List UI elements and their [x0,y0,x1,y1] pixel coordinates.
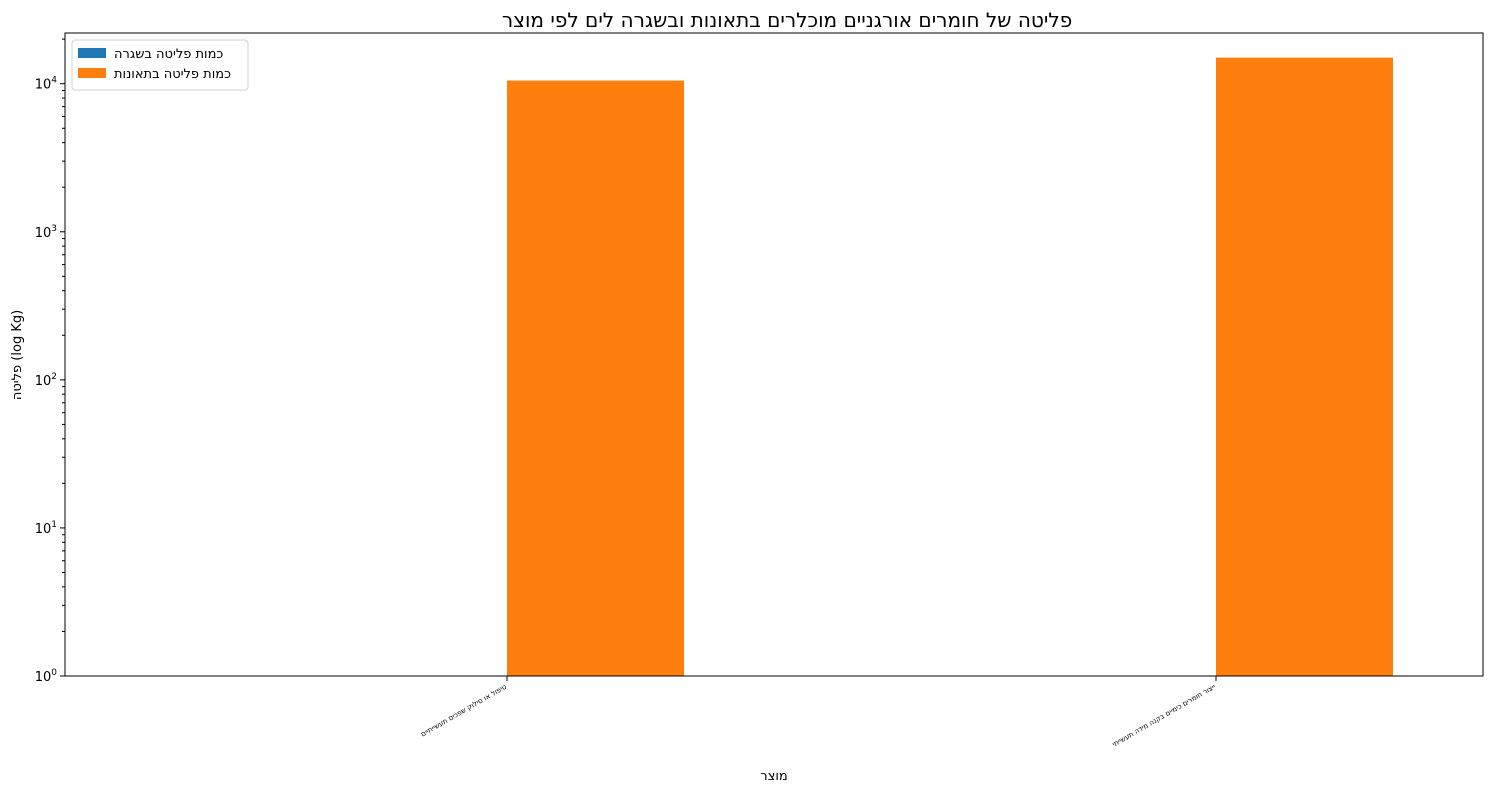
x-tick-label: טיפול או סילוק שפכים תעשייתיים [420,683,509,739]
legend: כמות פליטה בשגרה כמות פליטה בתאונות [71,39,249,91]
y-tick-label: 104 [35,76,58,93]
y-tick-exponent: 4 [51,76,57,86]
bar-accident-1 [1216,57,1393,676]
legend-swatch [78,68,106,78]
plot-frame [64,32,1484,677]
y-tick-base: 10 [35,226,52,241]
y-tick-label: 101 [35,520,57,537]
y-axis-label: פליטה (log Kg) [10,310,25,400]
y-tick-base: 10 [35,670,52,685]
x-tick-label: ייצור חומרים כימיים בקנה מידה תעשייתי [1111,683,1217,749]
legend-label: כמות פליטה בשגרה [114,47,223,62]
y-tick-label: 100 [35,668,58,685]
x-axis-label: מוצר [760,769,787,784]
legend-swatch [78,48,106,58]
chart-title: פליטה של חומרים אורגניים מוכלרים בתאונות… [502,8,1072,32]
y-tick-base: 10 [35,374,52,389]
y-tick-exponent: 0 [51,668,57,678]
y-tick-exponent: 1 [51,520,57,530]
y-tick-exponent: 2 [51,372,57,382]
x-axis: טיפול או סילוק שפכים תעשייתיים ייצור חומר… [420,676,1217,749]
y-tick-label: 103 [35,224,57,241]
bars [507,57,1393,676]
y-tick-label: 102 [35,372,57,389]
bar-accident-0 [507,80,684,676]
legend-label: כמות פליטה בתאונות [114,67,231,82]
y-tick-exponent: 3 [51,224,57,234]
legend-box [71,39,249,91]
y-tick-base: 10 [35,78,52,93]
y-tick-base: 10 [35,522,52,537]
